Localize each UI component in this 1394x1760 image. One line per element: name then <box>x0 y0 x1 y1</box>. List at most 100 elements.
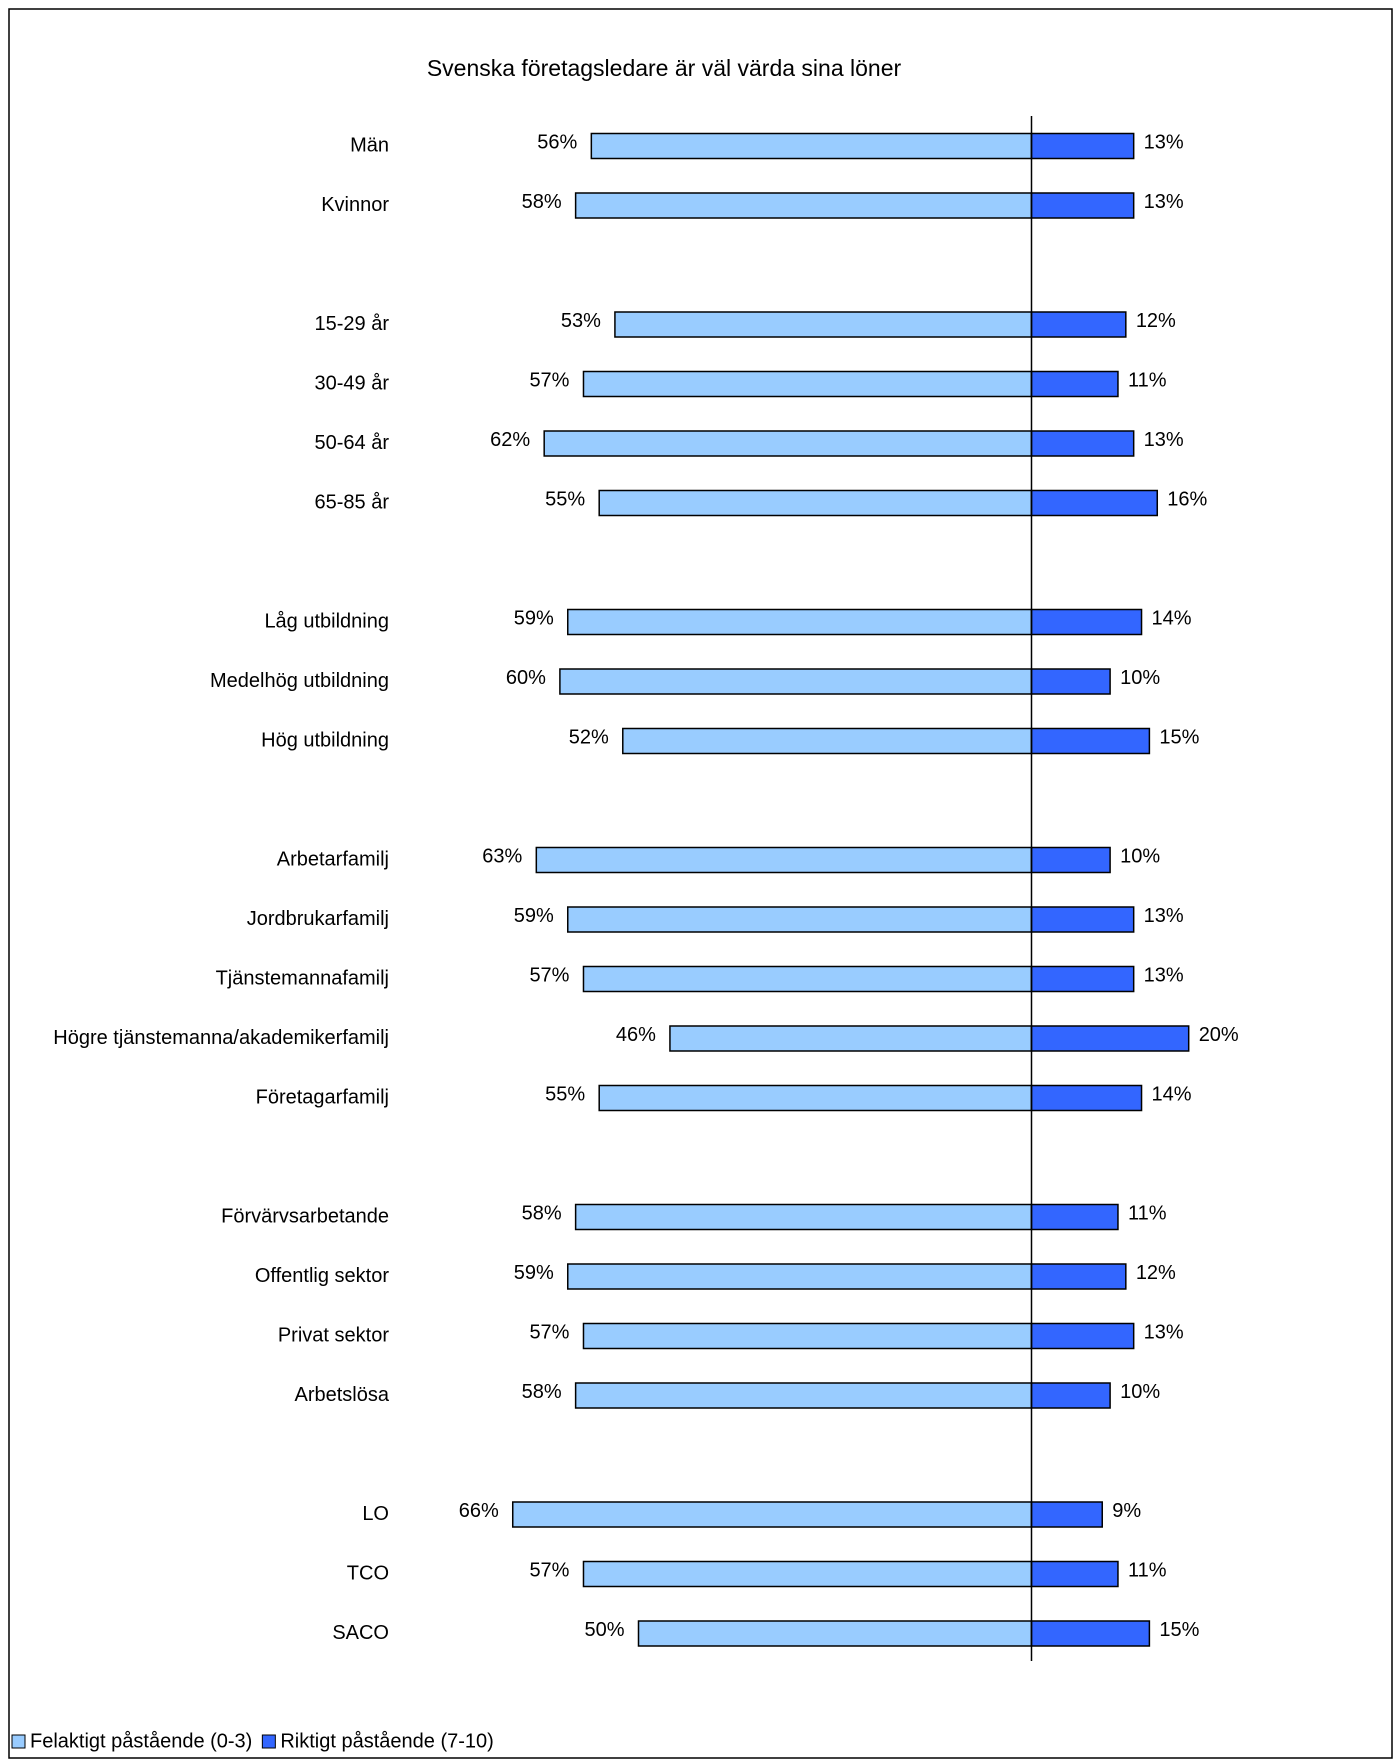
bar <box>598 489 1033 517</box>
category-label: 30-49 år <box>315 372 390 394</box>
bar <box>1030 311 1127 338</box>
value-label: 59% <box>514 905 554 927</box>
chart-border <box>8 8 1393 1759</box>
value-label: 10% <box>1120 845 1160 867</box>
bar <box>567 608 1033 636</box>
value-label: 15% <box>1159 1619 1199 1641</box>
value-label: 55% <box>545 488 585 510</box>
category-label: Förvärvsarbetande <box>221 1205 389 1227</box>
value-label: 9% <box>1112 1500 1141 1522</box>
value-label: 59% <box>514 1262 554 1284</box>
bar <box>1030 192 1135 219</box>
category-label: LO <box>362 1503 389 1525</box>
value-label: 57% <box>529 1559 569 1581</box>
value-label: 46% <box>616 1024 656 1046</box>
value-label: 12% <box>1136 1262 1176 1284</box>
bar <box>1030 1322 1135 1350</box>
category-label: Tjänstemannafamilj <box>216 967 389 989</box>
bar <box>1030 906 1135 933</box>
category-label: TCO <box>347 1562 389 1584</box>
value-label: 13% <box>1144 905 1184 927</box>
legend-swatch <box>11 1734 26 1749</box>
legend-swatch <box>261 1734 276 1749</box>
value-label: 14% <box>1152 1083 1192 1105</box>
value-label: 13% <box>1144 191 1184 213</box>
value-label: 58% <box>522 191 562 213</box>
category-label: Jordbrukarfamilj <box>247 908 389 930</box>
value-label: 62% <box>490 429 530 451</box>
category-label: 65-85 år <box>315 491 390 513</box>
category-label: Arbetarfamilj <box>277 848 389 870</box>
value-label: 16% <box>1167 488 1207 510</box>
legend-label: Riktigt påstående (7-10) <box>280 1730 493 1752</box>
bar <box>1030 608 1143 636</box>
bar <box>574 1203 1033 1231</box>
bar <box>669 1025 1033 1052</box>
value-label: 66% <box>459 1500 499 1522</box>
value-label: 13% <box>1144 1321 1184 1343</box>
bar <box>1030 1084 1143 1112</box>
value-label: 59% <box>514 607 554 629</box>
bar <box>1030 430 1135 457</box>
value-label: 56% <box>537 131 577 153</box>
value-label: 20% <box>1199 1024 1239 1046</box>
bar <box>1030 132 1135 160</box>
category-label: Medelhög utbildning <box>210 670 389 692</box>
bar <box>598 1084 1033 1112</box>
bar <box>1030 489 1159 517</box>
category-label: SACO <box>332 1622 389 1644</box>
value-label: 50% <box>584 1619 624 1641</box>
bar <box>1030 846 1111 874</box>
category-label: Arbetslösa <box>295 1384 390 1406</box>
bar <box>1030 1203 1119 1231</box>
bar <box>574 1382 1033 1409</box>
value-label: 52% <box>569 726 609 748</box>
bar <box>1030 965 1135 993</box>
bar <box>614 311 1033 338</box>
category-label: 50-64 år <box>315 432 390 454</box>
category-label: 15-29 år <box>315 313 390 335</box>
bar <box>637 1620 1033 1647</box>
value-label: 13% <box>1144 131 1184 153</box>
value-label: 15% <box>1159 726 1199 748</box>
value-label: 12% <box>1136 310 1176 332</box>
value-label: 11% <box>1128 369 1167 391</box>
bar <box>1030 1560 1119 1588</box>
category-label: Kvinnor <box>321 194 389 216</box>
bar <box>1030 1263 1127 1290</box>
value-label: 13% <box>1144 964 1184 986</box>
value-label: 57% <box>529 1321 569 1343</box>
chart-title: Svenska företagsledare är väl värda sina… <box>427 55 902 81</box>
value-label: 11% <box>1128 1202 1167 1224</box>
value-label: 63% <box>482 845 522 867</box>
bar <box>582 965 1033 993</box>
bar <box>574 192 1033 219</box>
bar <box>1030 370 1119 398</box>
bar <box>622 727 1033 755</box>
value-label: 10% <box>1120 667 1160 689</box>
value-label: 13% <box>1144 429 1184 451</box>
bar <box>559 668 1033 695</box>
bar <box>1030 727 1151 755</box>
value-label: 58% <box>522 1381 562 1403</box>
category-label: Högre tjänstemanna/akademikerfamilj <box>53 1027 389 1049</box>
bar <box>582 370 1033 398</box>
category-label: Privat sektor <box>278 1324 389 1346</box>
value-label: 53% <box>561 310 601 332</box>
bar <box>543 430 1033 457</box>
bar <box>511 1501 1033 1528</box>
bar <box>1030 1382 1111 1409</box>
bar <box>582 1322 1033 1350</box>
category-label: Offentlig sektor <box>255 1265 389 1287</box>
bar <box>1030 668 1111 695</box>
value-label: 14% <box>1152 607 1192 629</box>
value-label: 58% <box>522 1202 562 1224</box>
bar <box>1030 1620 1151 1647</box>
legend-label: Felaktigt påstående (0-3) <box>30 1730 252 1752</box>
bar <box>567 1263 1033 1290</box>
category-label: Företagarfamilj <box>256 1086 389 1108</box>
bar <box>590 132 1033 160</box>
value-label: 60% <box>506 667 546 689</box>
value-label: 57% <box>529 369 569 391</box>
